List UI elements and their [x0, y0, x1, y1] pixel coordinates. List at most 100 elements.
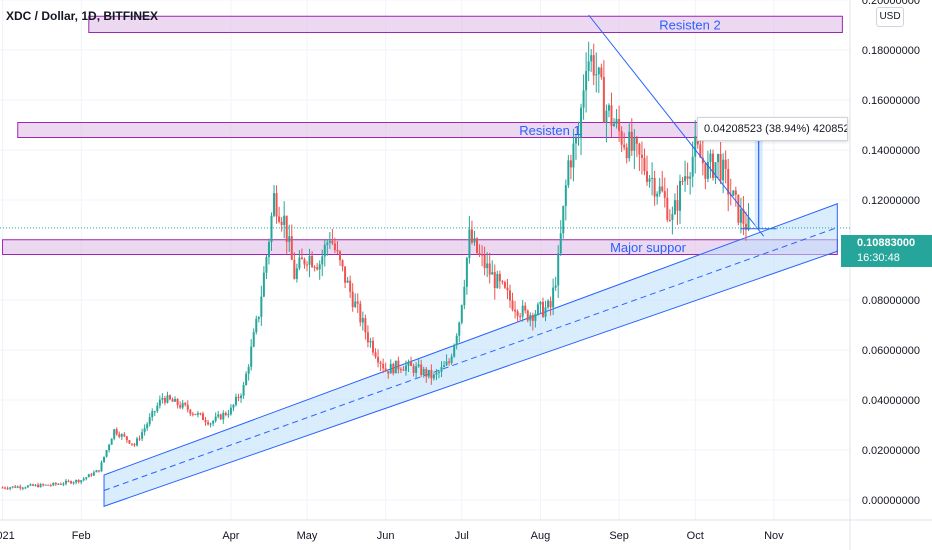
candle [638, 142, 641, 171]
candle-body [186, 404, 189, 410]
candle-body [559, 233, 562, 254]
candle [607, 103, 610, 118]
candle-body [273, 193, 276, 216]
candle-body [422, 369, 425, 376]
zone-label: Resisten 2 [659, 17, 720, 32]
candle-body [529, 315, 532, 321]
candle [85, 476, 88, 481]
candle [306, 261, 309, 272]
candle [524, 302, 527, 314]
candle [59, 482, 62, 485]
candle [285, 215, 288, 254]
candle [290, 224, 293, 260]
candle [14, 485, 17, 489]
candle-body [87, 474, 90, 478]
candle-body [437, 371, 440, 373]
candle [90, 472, 93, 477]
candle-body [29, 484, 32, 486]
candle [260, 285, 263, 326]
candle [679, 174, 681, 224]
candle [587, 41, 590, 82]
candle-body [181, 402, 184, 408]
candle [668, 209, 671, 222]
candle [364, 314, 367, 340]
candle [31, 483, 34, 487]
zone-resisten-2 [88, 15, 843, 33]
candle-body [232, 404, 235, 408]
candle [620, 126, 623, 153]
candle-body [26, 485, 29, 488]
candle [75, 479, 78, 485]
candle-body [24, 487, 27, 489]
candle [123, 432, 126, 438]
candle [369, 337, 372, 348]
candle-body [371, 340, 374, 353]
candle-body [625, 147, 628, 159]
candle [49, 483, 52, 487]
candle [374, 348, 377, 359]
candle [509, 284, 511, 308]
candle-body [161, 398, 164, 400]
candle [24, 486, 27, 489]
candle-body [110, 438, 113, 445]
candle [67, 479, 70, 483]
candle [711, 149, 714, 181]
candle [9, 486, 12, 491]
candle-body [387, 371, 390, 374]
candle [217, 410, 220, 419]
x-tick-label: Jul [455, 530, 469, 542]
candle [371, 337, 374, 356]
candle-body [303, 259, 306, 265]
candle-body [333, 243, 336, 251]
candle [681, 177, 684, 186]
symbol-title[interactable]: XDC / Dollar, 1D, BITFINEX [6, 9, 159, 23]
candle-body [676, 200, 679, 211]
candle-body [339, 251, 341, 261]
candle-body [316, 267, 319, 270]
candle [189, 408, 192, 417]
candle-body [704, 163, 707, 179]
candle-body [328, 240, 331, 243]
candle [714, 161, 717, 185]
candle [252, 328, 255, 348]
candle-body [90, 474, 93, 476]
candle-body [524, 305, 527, 311]
candle [52, 482, 55, 487]
candle [227, 409, 230, 418]
candle-body [615, 118, 618, 124]
candle-body [14, 486, 17, 488]
candle [77, 479, 80, 484]
x-tick-label: 2021 [0, 530, 15, 542]
currency-button[interactable]: USD [876, 7, 904, 27]
candle-body [562, 205, 565, 234]
candle [394, 360, 397, 374]
candle-body [595, 74, 598, 76]
candle [415, 362, 418, 379]
candle [240, 393, 243, 403]
current-price-tag: 0.10883000 16:30:48 [841, 235, 932, 267]
candle [724, 150, 727, 184]
y-tick-label: 0.14000000 [862, 145, 920, 157]
candle [26, 484, 29, 488]
candle-body [113, 429, 116, 439]
candle-body [240, 395, 243, 399]
candle [196, 411, 199, 418]
candle [339, 250, 341, 266]
candle-body [138, 438, 141, 440]
candle [422, 366, 425, 378]
candle [181, 399, 184, 410]
candle-body [364, 318, 367, 333]
candle-body [628, 131, 631, 159]
candle [427, 369, 430, 379]
candle-body [397, 360, 400, 370]
candle-body [151, 411, 154, 418]
candle-body [120, 434, 123, 437]
candle [169, 394, 171, 401]
candle [498, 270, 501, 289]
candle-body [374, 352, 377, 357]
candle-body [199, 413, 202, 415]
candle-body [70, 481, 73, 484]
candle [493, 264, 496, 300]
